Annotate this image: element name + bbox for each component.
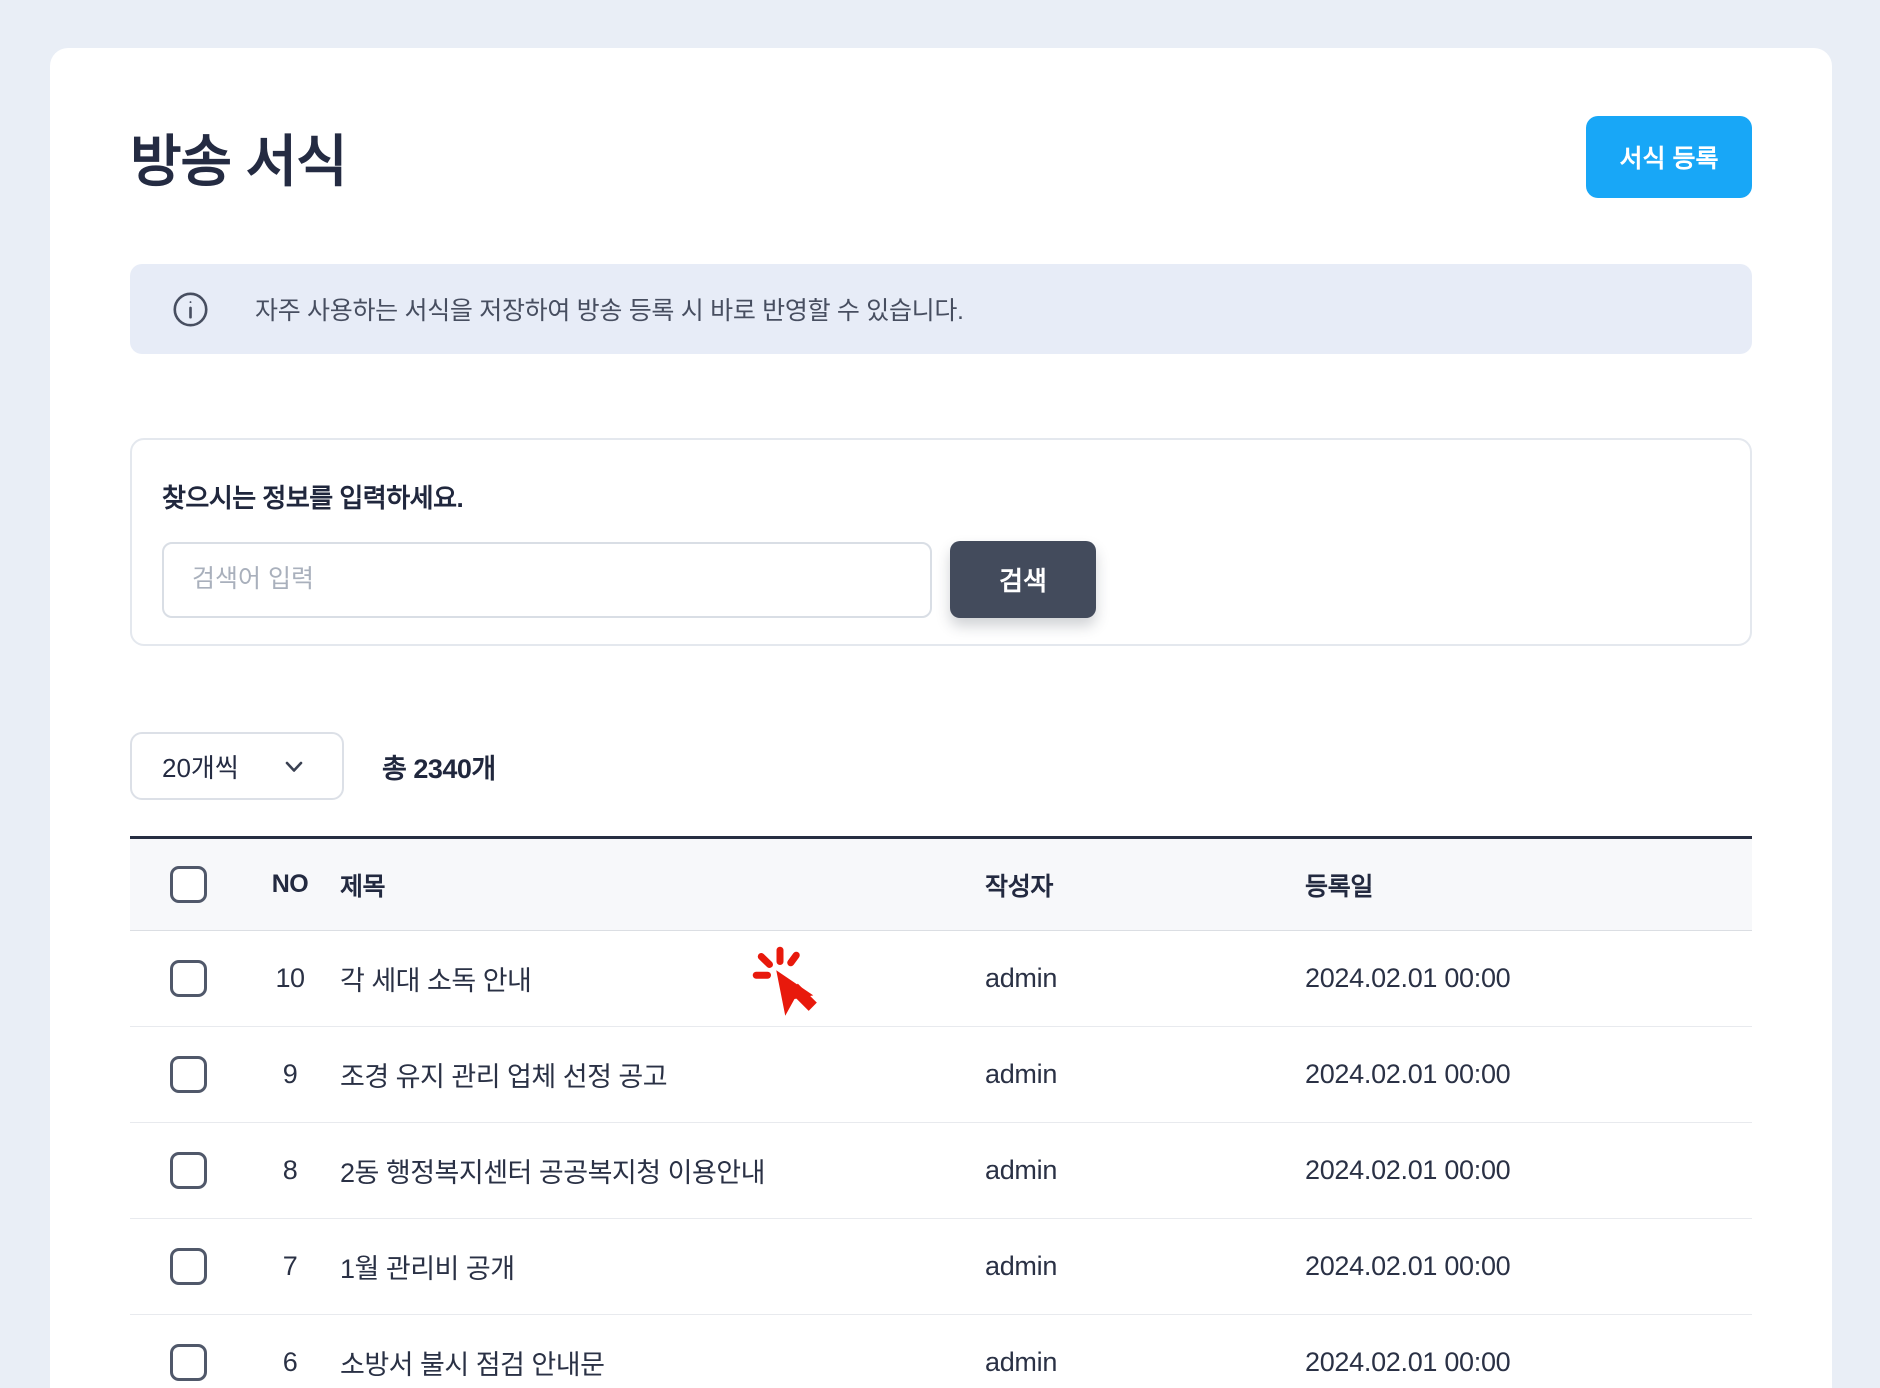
row-author: admin <box>985 963 1058 993</box>
row-date: 2024.02.01 00:00 <box>1305 1251 1511 1281</box>
format-table: NO 제목 작성자 등록일 10 각 세대 소독 안내 admin 2024.0… <box>130 836 1752 1388</box>
header-no: NO <box>271 870 309 898</box>
info-banner: 자주 사용하는 서식을 저장하여 방송 등록 시 바로 반영할 수 있습니다. <box>130 264 1752 354</box>
search-button[interactable]: 검색 <box>950 541 1096 618</box>
row-no: 9 <box>282 1059 298 1089</box>
row-date: 2024.02.01 00:00 <box>1305 963 1511 993</box>
row-title[interactable]: 1월 관리비 공개 <box>340 1254 515 1284</box>
row-title[interactable]: 각 세대 소독 안내 <box>340 966 532 996</box>
row-checkbox[interactable] <box>170 1056 207 1093</box>
page-size-select[interactable]: 20개씩 <box>130 732 344 800</box>
table-row[interactable]: 9 조경 유지 관리 업체 선정 공고 admin 2024.02.01 00:… <box>130 1027 1752 1123</box>
row-checkbox[interactable] <box>170 1344 207 1381</box>
row-author: admin <box>985 1347 1058 1377</box>
row-checkbox[interactable] <box>170 1152 207 1189</box>
table-row[interactable]: 10 각 세대 소독 안내 admin 2024.02.01 00:00 <box>130 931 1752 1027</box>
info-circle-icon <box>173 291 208 327</box>
total-count-label: 총 2340개 <box>382 753 496 784</box>
row-title[interactable]: 2동 행정복지센터 공공복지청 이용안내 <box>340 1158 765 1188</box>
search-row: 검색 <box>162 541 1720 618</box>
table-row[interactable]: 6 소방서 불시 점검 안내문 admin 2024.02.01 00:00 <box>130 1315 1752 1388</box>
header-title: 제목 <box>340 872 386 901</box>
broadcast-format-page-card: 방송 서식 서식 등록 자주 사용하는 서식을 저장하여 방송 등록 시 바로 … <box>50 48 1832 1388</box>
row-author: admin <box>985 1155 1058 1185</box>
row-author: admin <box>985 1251 1058 1281</box>
search-input[interactable] <box>162 541 932 618</box>
page-header: 방송 서식 서식 등록 <box>130 110 1752 204</box>
row-checkbox[interactable] <box>170 1248 207 1285</box>
page-title: 방송 서식 <box>130 129 348 193</box>
table-row[interactable]: 8 2동 행정복지센터 공공복지청 이용안내 admin 2024.02.01 … <box>130 1123 1752 1219</box>
header-author: 작성자 <box>985 872 1054 901</box>
table-header-row: NO 제목 작성자 등록일 <box>130 839 1752 931</box>
header-date: 등록일 <box>1305 872 1374 901</box>
header-checkbox-cell <box>130 866 240 903</box>
row-author: admin <box>985 1059 1058 1089</box>
row-no: 8 <box>282 1155 298 1185</box>
search-section-label: 찾으시는 정보를 입력하세요. <box>162 483 464 513</box>
info-banner-text: 자주 사용하는 서식을 저장하여 방송 등록 시 바로 반영할 수 있습니다. <box>255 297 964 325</box>
register-format-button[interactable]: 서식 등록 <box>1586 116 1752 198</box>
row-date: 2024.02.01 00:00 <box>1305 1059 1511 1089</box>
table-row[interactable]: 7 1월 관리비 공개 admin 2024.02.01 00:00 <box>130 1219 1752 1315</box>
row-no: 7 <box>282 1251 298 1281</box>
list-controls: 20개씩 총 2340개 <box>130 732 1752 800</box>
row-date: 2024.02.01 00:00 <box>1305 1347 1511 1377</box>
search-section: 찾으시는 정보를 입력하세요. 검색 <box>130 438 1752 646</box>
chevron-down-icon <box>285 761 303 772</box>
row-checkbox[interactable] <box>170 960 207 997</box>
row-date: 2024.02.01 00:00 <box>1305 1155 1511 1185</box>
row-title[interactable]: 소방서 불시 점검 안내문 <box>340 1350 605 1380</box>
row-title[interactable]: 조경 유지 관리 업체 선정 공고 <box>340 1062 668 1092</box>
page-size-selected-value: 20개씩 <box>162 752 239 783</box>
select-all-checkbox[interactable] <box>170 866 207 903</box>
row-no: 10 <box>275 963 305 993</box>
row-no: 6 <box>282 1347 298 1377</box>
